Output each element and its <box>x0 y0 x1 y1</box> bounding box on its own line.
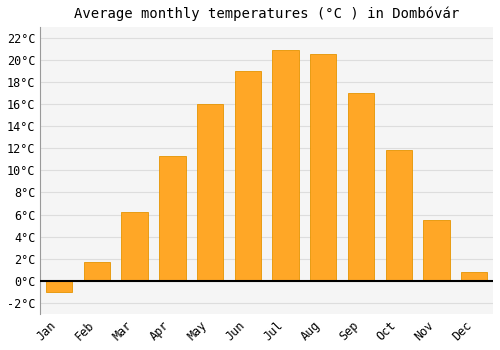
Bar <box>272 50 299 281</box>
Title: Average monthly temperatures (°C ) in Dombóvár: Average monthly temperatures (°C ) in Do… <box>74 7 460 21</box>
Bar <box>424 220 450 281</box>
Bar <box>386 150 412 281</box>
Bar <box>234 71 261 281</box>
Bar <box>310 54 336 281</box>
Bar <box>122 212 148 281</box>
Bar <box>197 104 224 281</box>
Bar <box>84 262 110 281</box>
Bar <box>159 156 186 281</box>
Bar <box>461 272 487 281</box>
Bar <box>348 93 374 281</box>
Bar <box>46 281 72 292</box>
